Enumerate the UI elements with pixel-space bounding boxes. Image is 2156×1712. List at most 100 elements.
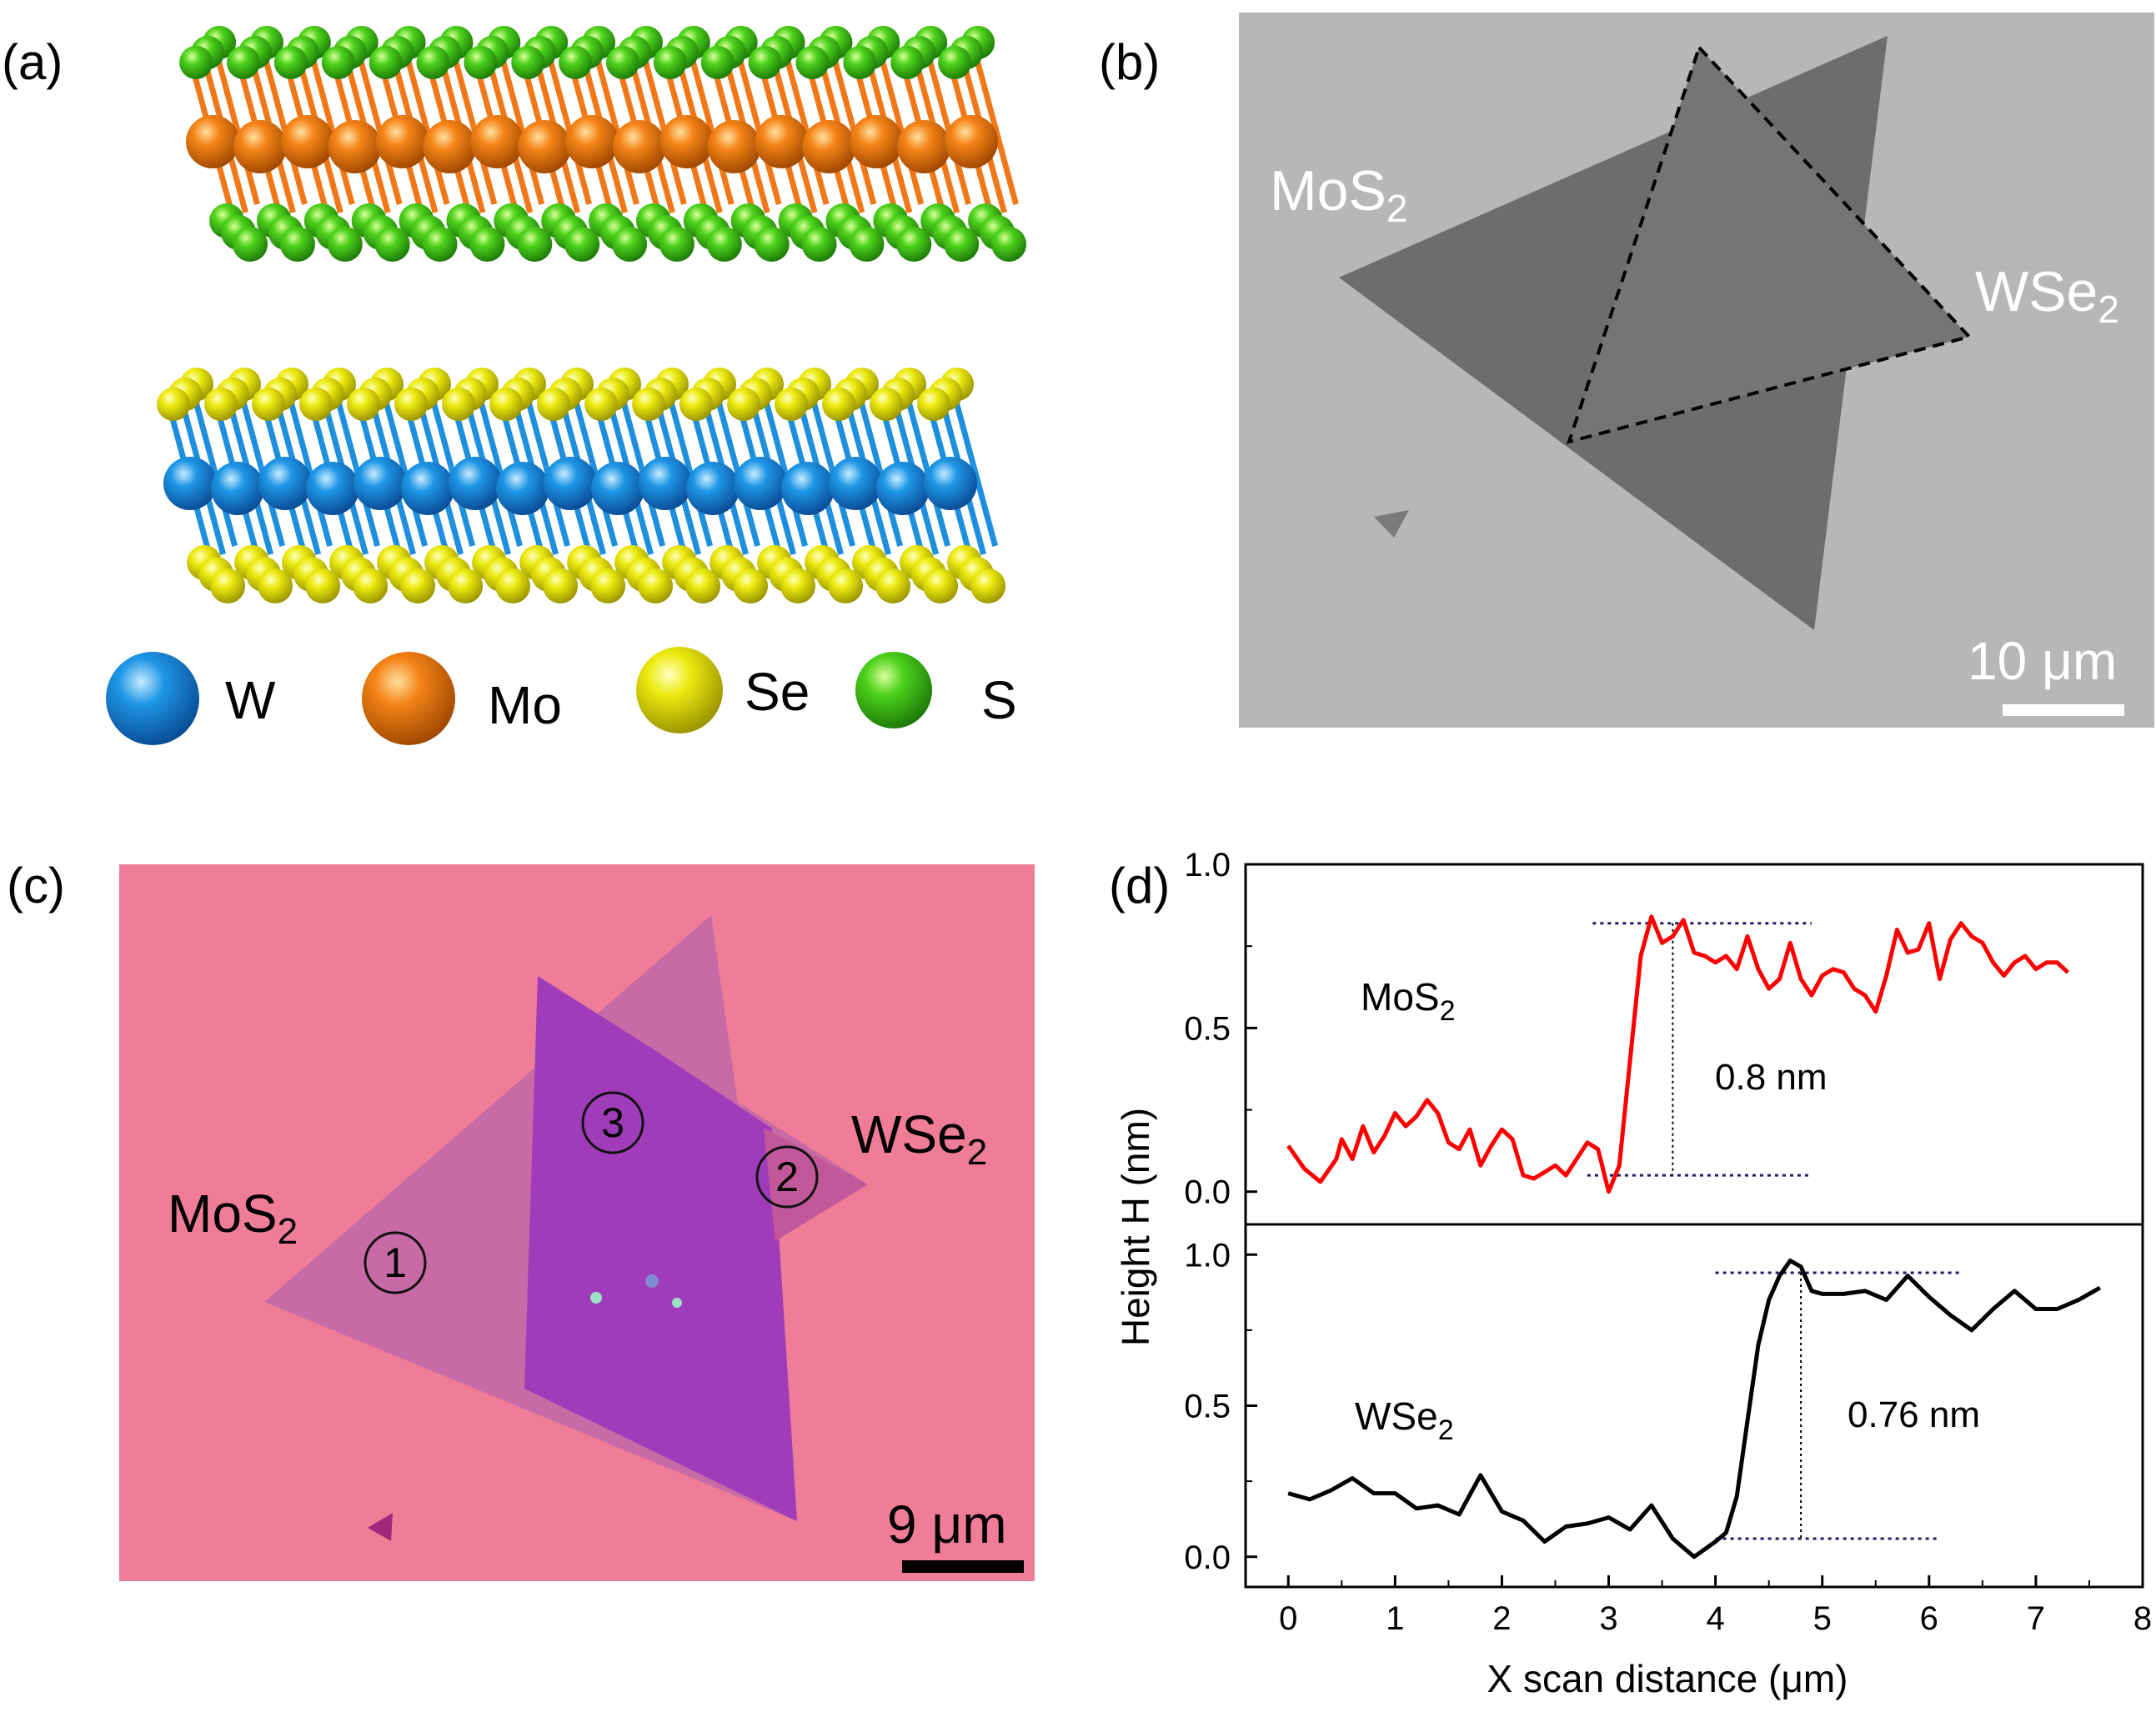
chalcogen-atom: [923, 568, 959, 603]
chalcogen-atom: [801, 227, 837, 262]
chalcogen-atom: [944, 227, 980, 262]
data-point-mos2: [1822, 975, 1823, 977]
data-point-wse2: [2099, 1287, 2101, 1289]
x-tick-label: 6: [1920, 1600, 1938, 1637]
chalcogen-atom: [917, 388, 951, 421]
step-label-wse2: 0.76 nm: [1848, 1394, 1980, 1435]
panel-label-b: (b): [1099, 34, 1161, 90]
chalcogen-atom: [564, 227, 600, 262]
region-marker-3: 3: [581, 1091, 644, 1154]
optical-wse2-label: WSe2: [851, 1104, 987, 1173]
chalcogen-atom: [258, 568, 293, 603]
step-guides: [1587, 922, 1962, 1540]
panel-label-d: (d): [1109, 858, 1171, 914]
step-label-mos2: 0.8 nm: [1715, 1057, 1828, 1098]
data-point-mos2: [1373, 1152, 1375, 1154]
chalcogen-atom: [179, 46, 213, 79]
data-point-wse2: [1629, 1529, 1631, 1530]
y-tick-label: 0.0: [1184, 1174, 1231, 1211]
data-point-wse2: [1522, 1519, 1524, 1521]
data-point-mos2: [2003, 975, 2004, 977]
data-point-mos2: [1896, 929, 1898, 931]
data-point-wse2: [1437, 1504, 1439, 1506]
data-point-mos2: [1629, 1060, 1631, 1062]
data-point-mos2: [1522, 1174, 1524, 1176]
metal-atom: [707, 120, 761, 173]
chalcogen-atom: [226, 46, 260, 79]
chalcogen-atom: [733, 568, 769, 603]
y-tick-label: 1.0: [1184, 847, 1231, 884]
chart-top-frame: [1244, 863, 2144, 1226]
chalcogen-atom: [605, 46, 639, 79]
metal-atom: [449, 457, 502, 510]
data-point-mos2: [1287, 1145, 1289, 1147]
data-point-wse2: [1949, 1314, 1951, 1316]
data-point-mos2: [1469, 1129, 1471, 1130]
chalcogen-atom: [464, 46, 498, 79]
sem-mos2-label: MoS2: [1270, 159, 1407, 230]
panel-label-c: (c): [7, 858, 65, 914]
chalcogen-atom: [795, 46, 830, 79]
metal-atom: [781, 462, 835, 515]
chalcogen-atom: [157, 388, 191, 421]
chalcogen-atom: [890, 46, 925, 79]
chalcogen-atom: [422, 227, 458, 262]
legend-label-w: W: [225, 670, 276, 730]
metal-atom: [544, 457, 597, 510]
data-point-mos2: [1960, 923, 1962, 924]
data-point-mos2: [1651, 916, 1652, 918]
legend-ball-s: [855, 652, 932, 728]
chart-ticks: 0 1 2 3 4 5 6 7 8 0.0 0.5 1.0 0.0 0.5 1.0: [1184, 847, 2152, 1637]
data-point-wse2: [1811, 1290, 1813, 1292]
chalcogen-atom: [584, 388, 619, 421]
data-point-mos2: [1362, 1125, 1364, 1127]
metal-atom: [423, 120, 477, 173]
series-label-wse2: WSe2: [1355, 1394, 1454, 1446]
chalcogen-atom: [870, 388, 904, 421]
optical-scale-label: 9 μm: [887, 1494, 1007, 1554]
chalcogen-atom: [659, 227, 694, 262]
data-point-wse2: [1287, 1493, 1289, 1494]
data-point-mos2: [1811, 994, 1813, 996]
chalcogen-atom: [394, 388, 429, 421]
metal-atom: [659, 115, 714, 168]
panel-label-a: (a): [2, 34, 63, 90]
data-point-mos2: [1843, 972, 1844, 974]
metal-atom: [375, 115, 429, 168]
chalcogen-atom: [828, 568, 864, 603]
chalcogen-atom: [543, 568, 579, 603]
metal-atom: [612, 120, 666, 173]
data-point-mos2: [1437, 1112, 1439, 1114]
x-tick-label: 1: [1386, 1600, 1404, 1637]
legend-ball-se: [636, 647, 723, 733]
data-point-wse2: [1747, 1420, 1748, 1422]
data-point-wse2: [1789, 1260, 1791, 1261]
chalcogen-atom: [400, 568, 436, 603]
data-point-mos2: [1426, 1099, 1428, 1101]
optical-scale-bar: [902, 1560, 1024, 1573]
sem-wse2-label: WSe2: [1975, 260, 2119, 331]
metal-atom: [829, 457, 882, 510]
data-point-wse2: [1778, 1275, 1780, 1277]
y-tick-label: 0.0: [1184, 1539, 1231, 1576]
data-point-mos2: [1928, 923, 1930, 924]
chalcogen-atom: [469, 227, 505, 262]
sem-scale-label: 10 μm: [1968, 631, 2117, 691]
data-point-wse2: [1373, 1493, 1375, 1494]
chalcogen-atom: [938, 46, 972, 79]
metal-atom: [163, 457, 217, 510]
data-point-wse2: [1480, 1474, 1482, 1476]
chalcogen-atom: [204, 388, 238, 421]
data-point-mos2: [1982, 942, 1983, 944]
data-point-mos2: [1565, 1174, 1567, 1176]
x-tick-label: 3: [1599, 1600, 1617, 1637]
optical-particle: [645, 1274, 659, 1288]
chalcogen-atom: [849, 227, 885, 262]
metal-atom: [258, 457, 312, 510]
chalcogen-atom: [489, 388, 524, 421]
data-point-mos2: [1320, 1181, 1321, 1183]
metal-atom: [591, 462, 644, 515]
sem-scale-bar: [2003, 704, 2124, 716]
chalcogen-atom: [279, 227, 315, 262]
